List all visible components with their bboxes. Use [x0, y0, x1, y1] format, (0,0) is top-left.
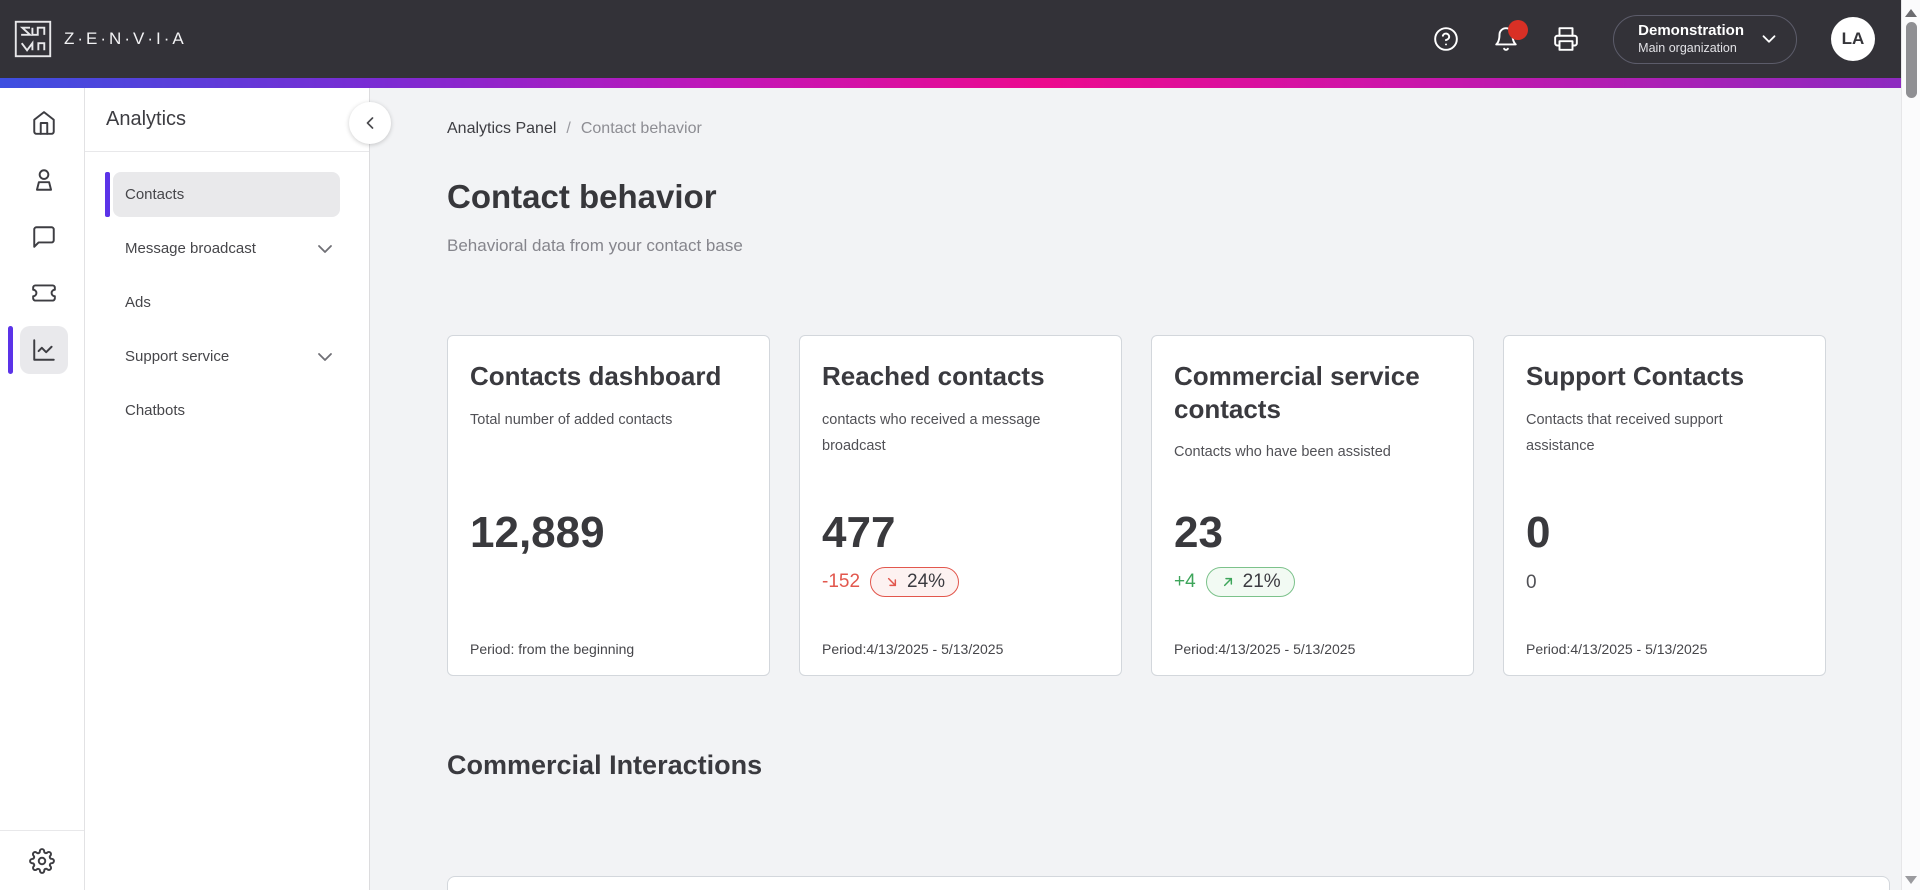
chevron-down-icon [1758, 28, 1780, 50]
active-item-indicator [105, 172, 110, 217]
card-description: Contacts who have been assisted [1174, 444, 1391, 460]
card-contacts-dashboard: Contacts dashboard Total number of added… [447, 335, 770, 676]
change-row: -152 24% [822, 566, 960, 598]
rail-chat-icon[interactable] [20, 213, 68, 261]
brand: Z·E·N·V·I·A [14, 20, 187, 58]
card-title: Contacts dashboard [470, 361, 722, 391]
card-value: 0 [1526, 508, 1551, 557]
sidebar-collapse-button[interactable] [349, 102, 391, 144]
card-support-contacts: Support Contacts Contacts that received … [1503, 335, 1826, 676]
icon-rail [0, 88, 85, 890]
topbar-actions: Demonstration Main organization LA [1433, 14, 1875, 64]
sidebar-header: Analytics [85, 88, 369, 152]
card-period: Period: from the beginning [470, 641, 635, 657]
kpi-cards-row: Contacts dashboard Total number of added… [447, 335, 1826, 676]
change-row: +4 21% [1174, 566, 1295, 598]
scrollbar-thumb[interactable] [1906, 22, 1917, 98]
card-secondary-value: 0 [1526, 572, 1537, 593]
breadcrumb: Analytics Panel / Contact behavior [447, 120, 702, 138]
card-title: Commercial service contacts [1174, 361, 1420, 424]
printer-icon[interactable] [1553, 26, 1579, 52]
organization-switcher[interactable]: Demonstration Main organization [1613, 14, 1797, 64]
notifications-bell-icon[interactable] [1493, 20, 1529, 52]
chevron-down-icon [313, 345, 337, 369]
card-period: Period:4/13/2025 - 5/13/2025 [1174, 641, 1356, 657]
sidebar: Analytics Contacts Message broadcast Ads… [85, 88, 370, 890]
sidebar-title: Analytics [106, 108, 187, 130]
sidebar-item-chatbots[interactable]: Chatbots [85, 388, 370, 433]
change-delta: -152 [822, 571, 861, 592]
change-percent: 24% [907, 571, 946, 592]
brand-name: Z·E·N·V·I·A [64, 29, 187, 48]
section-title-commercial-interactions: Commercial Interactions [447, 750, 763, 780]
active-rail-indicator [8, 326, 13, 374]
card-value: 23 [1174, 508, 1223, 557]
breadcrumb-current: Contact behavior [580, 120, 702, 137]
user-avatar[interactable]: LA [1831, 17, 1875, 61]
sidebar-item-message-broadcast[interactable]: Message broadcast [85, 226, 370, 271]
rail-ticket-icon[interactable] [20, 269, 68, 317]
rail-analytics-icon[interactable] [20, 326, 68, 374]
card-period: Period:4/13/2025 - 5/13/2025 [822, 641, 1004, 657]
rail-home-icon[interactable] [20, 99, 68, 147]
sidebar-item-contacts[interactable]: Contacts [85, 172, 370, 217]
zenvia-logo-icon [14, 20, 52, 58]
scroll-down-arrow[interactable] [1905, 876, 1917, 884]
card-title: Support Contacts [1526, 361, 1745, 391]
brand-gradient-bar [0, 78, 1901, 88]
card-description: contacts who received a message broadcas… [822, 411, 1041, 454]
sidebar-item-ads[interactable]: Ads [85, 280, 370, 325]
sidebar-item-support-service[interactable]: Support service [85, 334, 370, 379]
card-description: Contacts that received support assistanc… [1526, 411, 1723, 454]
arrow-down-right-icon [887, 577, 897, 587]
settings-gear-icon[interactable] [18, 837, 66, 885]
card-value: 477 [822, 508, 896, 557]
partial-card-below-fold [447, 876, 1890, 890]
card-period: Period:4/13/2025 - 5/13/2025 [1526, 641, 1708, 657]
change-delta: +4 [1174, 571, 1196, 592]
breadcrumb-analytics-panel[interactable]: Analytics Panel [447, 120, 557, 137]
chevron-down-icon [313, 237, 337, 261]
card-commercial-service-contacts: Commercial service contacts Contacts who… [1151, 335, 1474, 676]
change-percent-badge: 24% [870, 567, 960, 597]
rail-contacts-icon[interactable] [20, 156, 68, 204]
active-item-background [113, 172, 340, 217]
organization-name: Demonstration [1638, 21, 1744, 39]
topbar: Z·E·N·V·I·A [0, 0, 1901, 78]
help-icon[interactable] [1433, 26, 1459, 52]
scroll-up-arrow[interactable] [1905, 9, 1917, 17]
page-subtitle: Behavioral data from your contact base [447, 236, 743, 255]
card-description: Total number of added contacts [470, 411, 673, 428]
vertical-scrollbar [1901, 0, 1920, 890]
card-value: 12,889 [470, 508, 605, 557]
breadcrumb-separator: / [566, 120, 571, 137]
change-percent-badge: 21% [1205, 567, 1295, 597]
rail-footer [0, 830, 84, 890]
organization-subtitle: Main organization [1638, 40, 1737, 55]
page-title: Contact behavior [447, 178, 717, 215]
notification-dot [1508, 20, 1529, 40]
card-reached-contacts: Reached contacts contacts who received a… [799, 335, 1122, 676]
card-title: Reached contacts [822, 361, 1045, 391]
change-percent: 21% [1242, 571, 1281, 592]
arrow-up-right-icon [1223, 577, 1232, 587]
chevron-left-icon [366, 117, 374, 129]
